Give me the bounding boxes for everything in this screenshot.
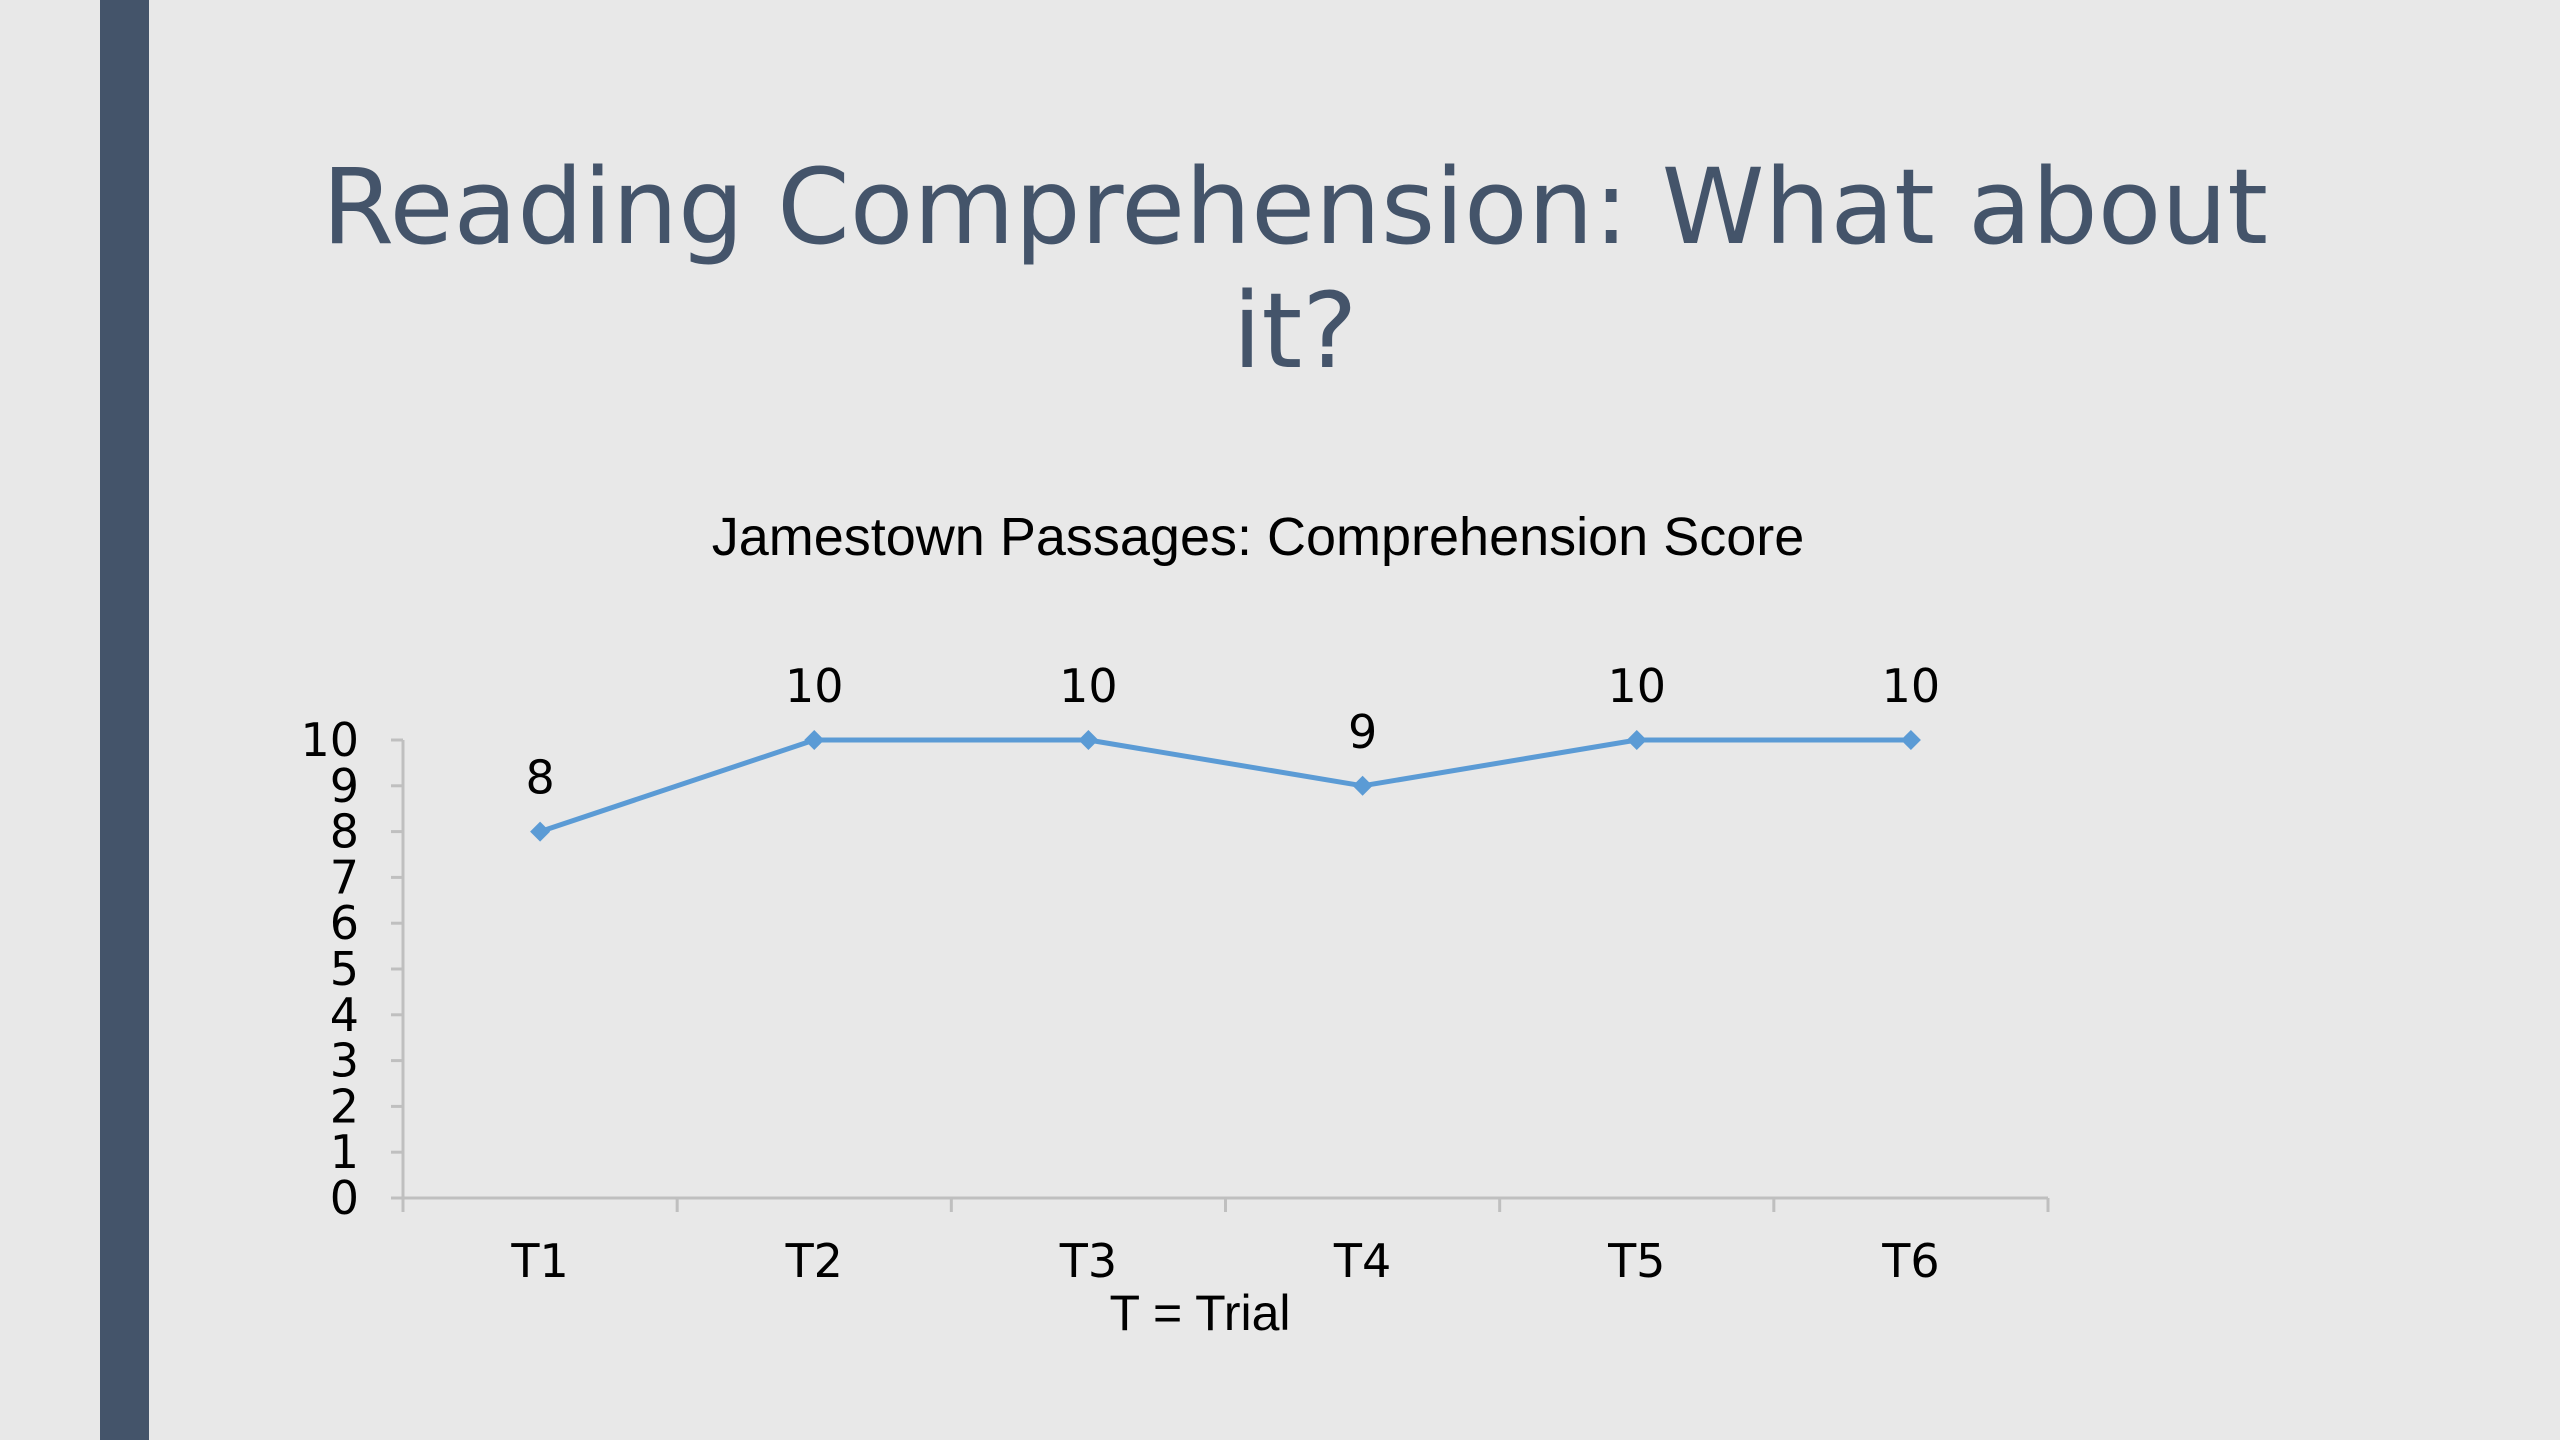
data-label: 9 (1348, 705, 1377, 759)
x-tick-label: T5 (1607, 1234, 1665, 1288)
chart-title: Jamestown Passages: Comprehension Score (712, 507, 1805, 567)
series-group: 8 10 10 9 10 10 (525, 659, 1940, 842)
data-label: 10 (785, 659, 844, 713)
data-point-marker (1626, 730, 1647, 750)
data-point-marker (530, 821, 551, 842)
y-tick-label: 10 (300, 713, 359, 767)
data-point-marker (1352, 775, 1373, 796)
data-label: 10 (1882, 659, 1941, 713)
x-axis-title: T = Trial (1109, 1285, 1290, 1341)
series-line (539, 737, 1911, 834)
x-axis: T1 T2 T3 T4 T5 T6 (401, 1196, 2050, 1288)
data-point-marker (804, 730, 825, 750)
data-label: 8 (525, 751, 554, 805)
y-tick-label: 5 (330, 942, 359, 996)
y-tick-label: 1 (330, 1125, 359, 1179)
y-tick-label: 8 (330, 805, 359, 859)
data-label: 10 (1607, 659, 1666, 713)
x-tick-label: T6 (1881, 1234, 1939, 1288)
y-tick-label: 0 (330, 1171, 359, 1225)
data-label: 10 (1059, 659, 1118, 713)
data-point-marker (1078, 730, 1099, 750)
y-tick-label: 7 (330, 850, 359, 904)
y-tick-label: 3 (330, 1034, 359, 1088)
slide-title-line1: Reading Comprehension: What about (321, 146, 2269, 268)
side-accent-bar (100, 0, 149, 1440)
y-tick-label: 6 (330, 896, 359, 950)
data-point-marker (1900, 730, 1921, 750)
y-tick-label: 4 (330, 988, 359, 1042)
x-tick-label: T4 (1333, 1234, 1391, 1288)
x-tick-label: T2 (785, 1234, 843, 1288)
x-tick-label: T3 (1059, 1234, 1117, 1288)
slide-title: Reading Comprehension: What about it? (300, 145, 2290, 393)
y-tick-label: 9 (330, 759, 359, 813)
y-tick-label: 2 (330, 1079, 359, 1133)
slide-title-line2: it? (1232, 270, 1358, 392)
x-tick-label: T1 (510, 1234, 568, 1288)
